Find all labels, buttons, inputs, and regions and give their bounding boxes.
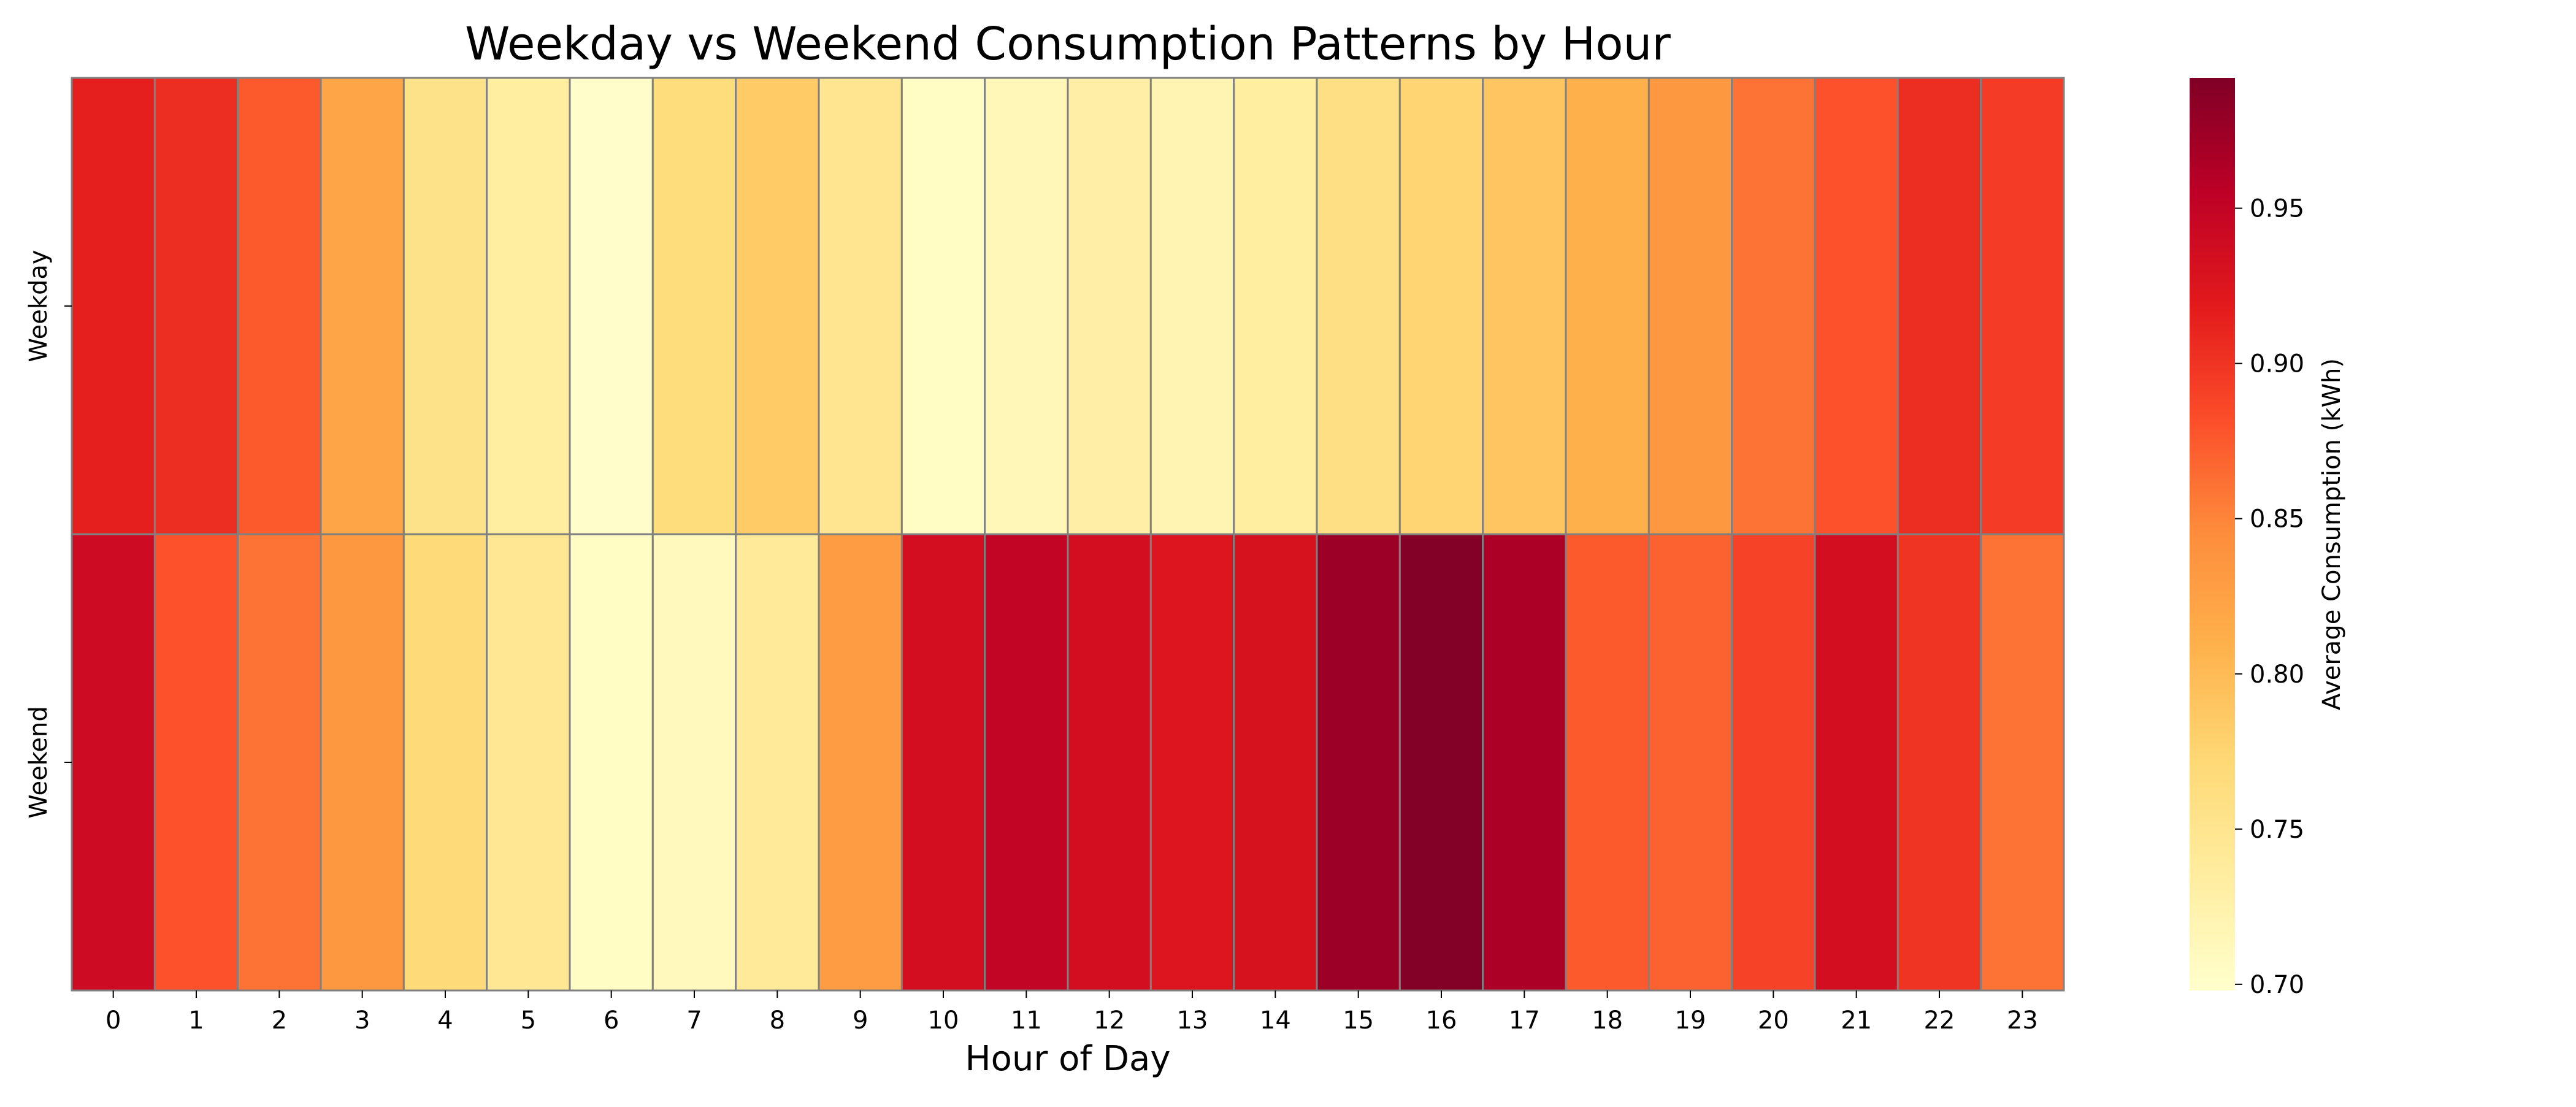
x-tick-label: 23: [2007, 1006, 2038, 1035]
heatmap-cell-weekday-0: [71, 77, 156, 535]
colorbar-tick-label: 0.75: [2250, 816, 2304, 844]
heatmap-cell-weekend-17: [1482, 533, 1567, 992]
y-tick-label: Weekend: [25, 706, 53, 819]
heatmap-cell-weekday-21: [1814, 77, 1899, 535]
heatmap-cell-weekday-20: [1731, 77, 1816, 535]
x-tick-label: 5: [521, 1006, 536, 1035]
heatmap-cell-weekend-16: [1398, 533, 1484, 992]
x-tick-label: 20: [1758, 1006, 1789, 1035]
x-tick-label: 13: [1177, 1006, 1208, 1035]
heatmap-cell-weekday-1: [153, 77, 239, 535]
x-axis-label: Hour of Day: [965, 1039, 1170, 1079]
heatmap-cell-weekday-6: [569, 77, 654, 535]
heatmap-cell-weekend-10: [900, 533, 986, 992]
x-tick-label: 6: [604, 1006, 619, 1035]
heatmap-cell-weekday-9: [818, 77, 903, 535]
colorbar-tick-label: 0.85: [2250, 505, 2304, 534]
heatmap-cell-weekend-7: [651, 533, 737, 992]
x-tick-label: 0: [105, 1006, 121, 1035]
heatmap-cell-weekday-19: [1647, 77, 1733, 535]
colorbar-tick-label: 0.70: [2250, 971, 2304, 999]
heatmap-cell-weekend-9: [818, 533, 903, 992]
heatmap-cells: [71, 77, 2065, 992]
colorbar: [2190, 78, 2235, 990]
heatmap-cell-weekend-18: [1565, 533, 1650, 992]
heatmap-cell-weekday-14: [1233, 77, 1318, 535]
colorbar-tick-label: 0.95: [2250, 195, 2304, 223]
x-tick-label: 7: [686, 1006, 702, 1035]
y-axis-ticks: Weekday Weekend: [25, 250, 72, 819]
x-tick-label: 17: [1509, 1006, 1540, 1035]
heatmap-cell-weekend-0: [71, 533, 156, 992]
x-tick-label: 14: [1260, 1006, 1291, 1035]
x-tick-label: 2: [272, 1006, 287, 1035]
x-tick-label: 18: [1592, 1006, 1623, 1035]
heatmap-cell-weekend-2: [237, 533, 322, 992]
heatmap-cell-weekday-3: [320, 77, 405, 535]
heatmap-cell-weekday-11: [984, 77, 1069, 535]
heatmap-cell-weekend-1: [153, 533, 239, 992]
x-tick-label: 12: [1094, 1006, 1125, 1035]
colorbar-label: Average Consumption (kWh): [2318, 358, 2346, 710]
colorbar-tick-label: 0.90: [2250, 350, 2304, 378]
heatmap-cell-weekend-12: [1067, 533, 1152, 992]
heatmap-cell-weekend-8: [735, 533, 820, 992]
heatmap-cell-weekday-10: [900, 77, 986, 535]
heatmap-cell-weekend-5: [486, 533, 571, 992]
heatmap-cell-weekday-18: [1565, 77, 1650, 535]
x-tick-label: 10: [928, 1006, 959, 1035]
heatmap-cell-weekday-5: [486, 77, 571, 535]
x-tick-label: 4: [437, 1006, 453, 1035]
x-tick-label: 21: [1841, 1006, 1872, 1035]
heatmap-cell-weekday-7: [651, 77, 737, 535]
x-tick-label: 16: [1426, 1006, 1457, 1035]
heatmap-cell-weekend-3: [320, 533, 405, 992]
heatmap-cell-weekend-13: [1149, 533, 1235, 992]
heatmap-cell-weekend-20: [1731, 533, 1816, 992]
heatmap-cell-weekend-4: [402, 533, 488, 992]
colorbar-tick-label: 0.80: [2250, 661, 2304, 689]
heatmap-cell-weekend-21: [1814, 533, 1899, 992]
x-tick-label: 9: [853, 1006, 868, 1035]
heatmap-cell-weekday-12: [1067, 77, 1152, 535]
heatmap-cell-weekday-4: [402, 77, 488, 535]
x-tick-label: 3: [355, 1006, 370, 1035]
heatmap-cell-weekday-8: [735, 77, 820, 535]
heatmap-cell-weekend-22: [1896, 533, 1982, 992]
x-tick-label: 15: [1343, 1006, 1374, 1035]
heatmap-cell-weekday-17: [1482, 77, 1567, 535]
heatmap-cell-weekday-23: [1980, 77, 2065, 535]
heatmap-cell-weekend-15: [1316, 533, 1401, 992]
heatmap-cell-weekday-2: [237, 77, 322, 535]
chart-title: Weekday vs Weekend Consumption Patterns …: [465, 18, 1671, 71]
colorbar-ticks: 0.70 0.75 0.80 0.85 0.90 0.95: [2235, 195, 2304, 999]
x-tick-label: 19: [1675, 1006, 1706, 1035]
heatmap-cell-weekday-13: [1149, 77, 1235, 535]
heatmap-cell-weekend-11: [984, 533, 1069, 992]
heatmap-cell-weekend-14: [1233, 533, 1318, 992]
y-tick-label: Weekday: [25, 250, 53, 362]
heatmap-cell-weekend-19: [1647, 533, 1733, 992]
x-axis-ticks: 0 1 2 3 4 5 6 7 8 9 10 11 12 13 14 15 16 17 18 19 20 21 22 23: [105, 990, 2038, 1035]
x-tick-label: 8: [770, 1006, 785, 1035]
heatmap-cell-weekend-6: [569, 533, 654, 992]
x-tick-label: 11: [1011, 1006, 1042, 1035]
heatmap-cell-weekday-22: [1896, 77, 1982, 535]
heatmap-cell-weekend-23: [1980, 533, 2065, 992]
heatmap-cell-weekday-16: [1398, 77, 1484, 535]
heatmap-cell-weekday-15: [1316, 77, 1401, 535]
x-tick-label: 1: [188, 1006, 204, 1035]
x-tick-label: 22: [1924, 1006, 1955, 1035]
